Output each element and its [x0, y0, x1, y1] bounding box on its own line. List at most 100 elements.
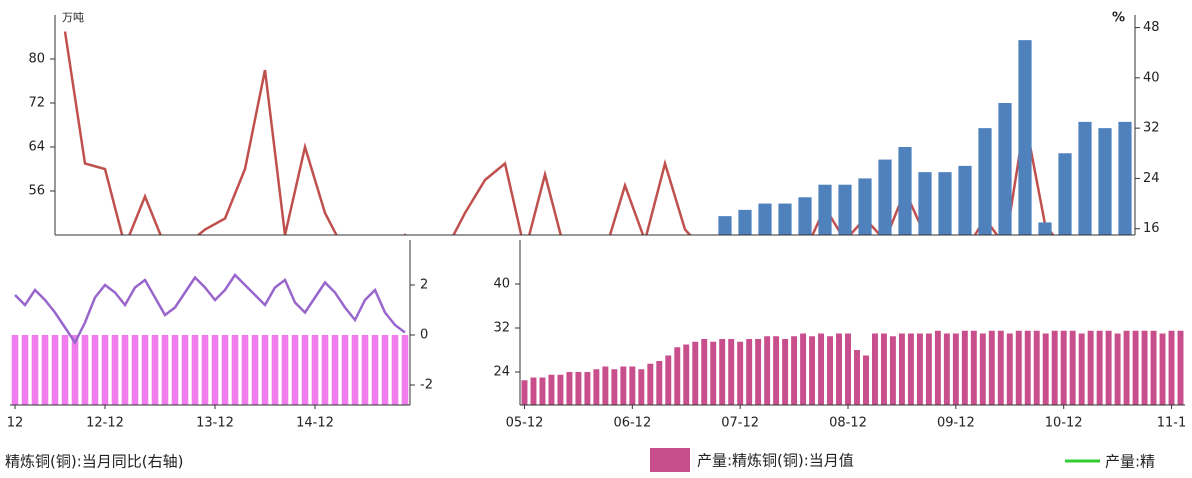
bar — [970, 330, 977, 405]
bar — [241, 335, 249, 405]
bar — [1105, 330, 1112, 405]
bar — [593, 369, 600, 405]
bar — [1132, 330, 1139, 405]
x-tick-label: 12 — [7, 416, 24, 431]
bar — [791, 336, 798, 405]
bar — [51, 335, 59, 405]
bar — [1114, 333, 1121, 405]
bar — [764, 336, 771, 405]
y-tick-label: 64 — [28, 140, 45, 155]
bar — [998, 103, 1012, 235]
bar — [1006, 333, 1013, 405]
bar — [1123, 330, 1130, 405]
bar — [647, 363, 654, 405]
bar — [854, 350, 860, 405]
bar — [261, 335, 269, 405]
plot — [521, 330, 1184, 405]
bar — [620, 366, 627, 405]
bar — [782, 339, 789, 405]
bar — [758, 203, 772, 235]
bar — [301, 335, 309, 405]
bar — [121, 335, 129, 405]
bar — [858, 178, 872, 235]
x-tick-label: 13-12 — [196, 416, 234, 431]
bar — [161, 335, 169, 405]
bar — [181, 335, 189, 405]
bar — [978, 128, 992, 235]
bar — [191, 335, 199, 405]
bar — [1159, 333, 1166, 405]
bar — [907, 333, 914, 405]
legend-label: 产量:精 — [1105, 453, 1155, 471]
bar — [1015, 330, 1022, 405]
x-tick-label: 14-12 — [296, 416, 334, 431]
bar — [952, 333, 959, 405]
bar — [818, 184, 832, 235]
bar — [1033, 330, 1040, 405]
bar — [539, 377, 546, 405]
bar — [979, 333, 986, 405]
bar — [718, 216, 732, 235]
bar — [271, 335, 279, 405]
x-tick-label: 06-12 — [613, 416, 651, 431]
bar — [692, 341, 699, 405]
bar — [602, 366, 609, 405]
y-tick-label: 40 — [493, 277, 510, 292]
bar — [371, 335, 379, 405]
bar — [1078, 121, 1092, 235]
bar — [755, 339, 762, 405]
bar — [281, 335, 289, 405]
bar — [41, 335, 49, 405]
bar — [665, 355, 672, 405]
bar — [548, 374, 555, 405]
bar — [863, 355, 869, 405]
bar — [311, 335, 319, 405]
bar — [683, 344, 690, 405]
y-tick-label: 80 — [28, 52, 45, 67]
y2-tick-label: 48 — [1143, 20, 1160, 35]
bar — [878, 159, 892, 235]
bar — [31, 335, 39, 405]
bar — [880, 333, 887, 405]
legend-swatch — [650, 448, 690, 472]
bar — [221, 335, 229, 405]
bar — [1098, 128, 1112, 235]
bar — [836, 333, 842, 405]
bar — [738, 209, 752, 235]
bar — [961, 330, 968, 405]
bar — [629, 366, 636, 405]
bar — [566, 372, 573, 405]
y-unit: 万吨 — [62, 11, 84, 24]
y-tick-label: 0 — [420, 328, 428, 343]
x-tick-label: 09-12 — [937, 416, 975, 431]
bar — [1058, 153, 1072, 235]
bar — [773, 336, 780, 405]
bar — [81, 335, 89, 405]
bar — [151, 335, 159, 405]
bar — [719, 339, 726, 405]
bar — [1150, 330, 1157, 405]
bar — [656, 361, 663, 405]
bar — [201, 335, 209, 405]
bar — [916, 333, 923, 405]
bar — [291, 335, 299, 405]
bar — [611, 369, 618, 405]
bar — [575, 372, 582, 405]
bar — [584, 372, 591, 405]
x-tick-label: 11-1 — [1157, 416, 1187, 431]
y-tick-label: 56 — [28, 184, 45, 199]
bar — [171, 335, 179, 405]
bar — [1042, 333, 1049, 405]
bar — [401, 335, 409, 405]
bar — [131, 335, 139, 405]
x-tick-label: 08-12 — [829, 416, 867, 431]
y2-unit: % — [1112, 11, 1125, 26]
bar — [1069, 330, 1076, 405]
y2-tick-label: 40 — [1143, 70, 1160, 85]
legend-label: 产量:精炼铜(铜):当月值 — [697, 452, 854, 470]
line — [63, 31, 1055, 235]
bar — [988, 330, 995, 405]
bar — [351, 335, 359, 405]
y2-tick-label: 24 — [1143, 171, 1160, 186]
